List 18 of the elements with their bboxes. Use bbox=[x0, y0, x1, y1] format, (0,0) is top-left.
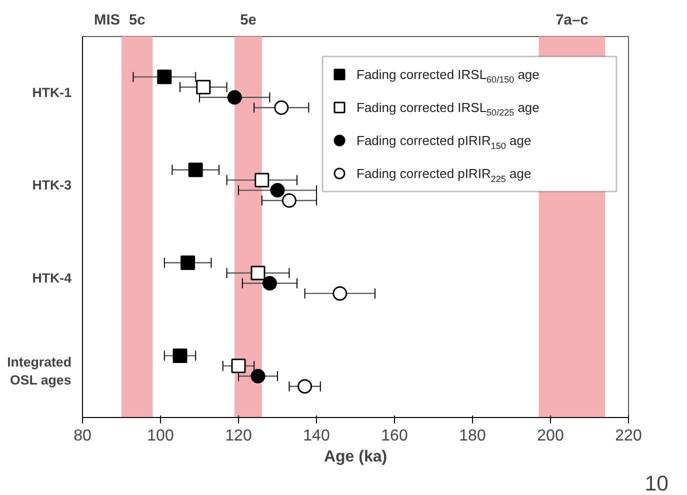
y-tick-label: HTK-3 bbox=[32, 178, 72, 193]
text: 10 bbox=[644, 472, 669, 495]
x-tick-label: 100 bbox=[147, 428, 174, 444]
x-tick-label: 160 bbox=[381, 428, 408, 444]
y-tick-label: HTK-4 bbox=[32, 270, 72, 286]
x-tick-label: 180 bbox=[459, 428, 486, 444]
band-label: 5e bbox=[240, 12, 256, 28]
x-axis-title: Age (ka) bbox=[324, 448, 388, 466]
band-label: 5c bbox=[128, 12, 146, 28]
x-tick-label: 80 bbox=[74, 428, 92, 444]
y-tick-label: Integrated OSL ages bbox=[7, 354, 72, 388]
x-tick-label: 120 bbox=[225, 428, 252, 444]
band-label: 7a–c bbox=[556, 12, 588, 28]
text: MIS bbox=[94, 12, 120, 28]
x-tick-label: 220 bbox=[615, 428, 642, 444]
y-tick-label: HTK-1 bbox=[32, 84, 72, 100]
x-tick-label: 200 bbox=[537, 428, 564, 444]
x-tick-label: 140 bbox=[303, 428, 330, 444]
